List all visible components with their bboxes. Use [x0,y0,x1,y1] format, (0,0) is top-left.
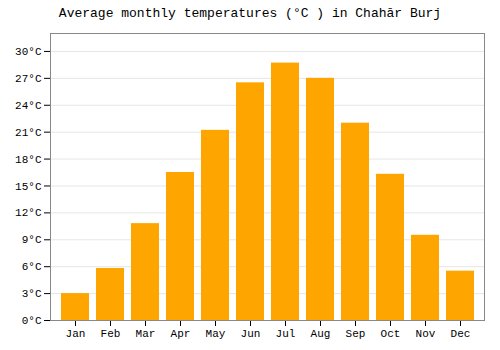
svg-text:18°C: 18°C [15,154,42,166]
svg-text:6°C: 6°C [22,261,42,273]
svg-text:27°C: 27°C [15,73,42,85]
svg-text:24°C: 24°C [15,100,42,112]
svg-text:30°C: 30°C [15,46,42,58]
svg-text:Sep: Sep [346,328,366,340]
svg-text:21°C: 21°C [15,127,42,139]
svg-text:May: May [206,328,226,340]
svg-text:0°C: 0°C [22,315,42,327]
svg-text:Jan: Jan [66,328,86,340]
svg-text:Jun: Jun [241,328,261,340]
svg-text:Dec: Dec [451,328,471,340]
svg-text:Jul: Jul [276,328,296,340]
svg-text:Aug: Aug [311,328,331,340]
svg-text:15°C: 15°C [15,180,42,192]
svg-text:Feb: Feb [101,328,121,340]
svg-text:Mar: Mar [136,328,156,340]
svg-text:12°C: 12°C [15,207,42,219]
svg-text:Apr: Apr [171,328,191,340]
html-text:Average monthly temperatures (: Average monthly temperatures (°C ) in Ch… [58,6,442,21]
svg-text:9°C: 9°C [22,234,42,246]
svg-text:Oct: Oct [381,328,401,340]
svg-text:3°C: 3°C [22,288,42,300]
svg-text:Nov: Nov [416,328,436,340]
